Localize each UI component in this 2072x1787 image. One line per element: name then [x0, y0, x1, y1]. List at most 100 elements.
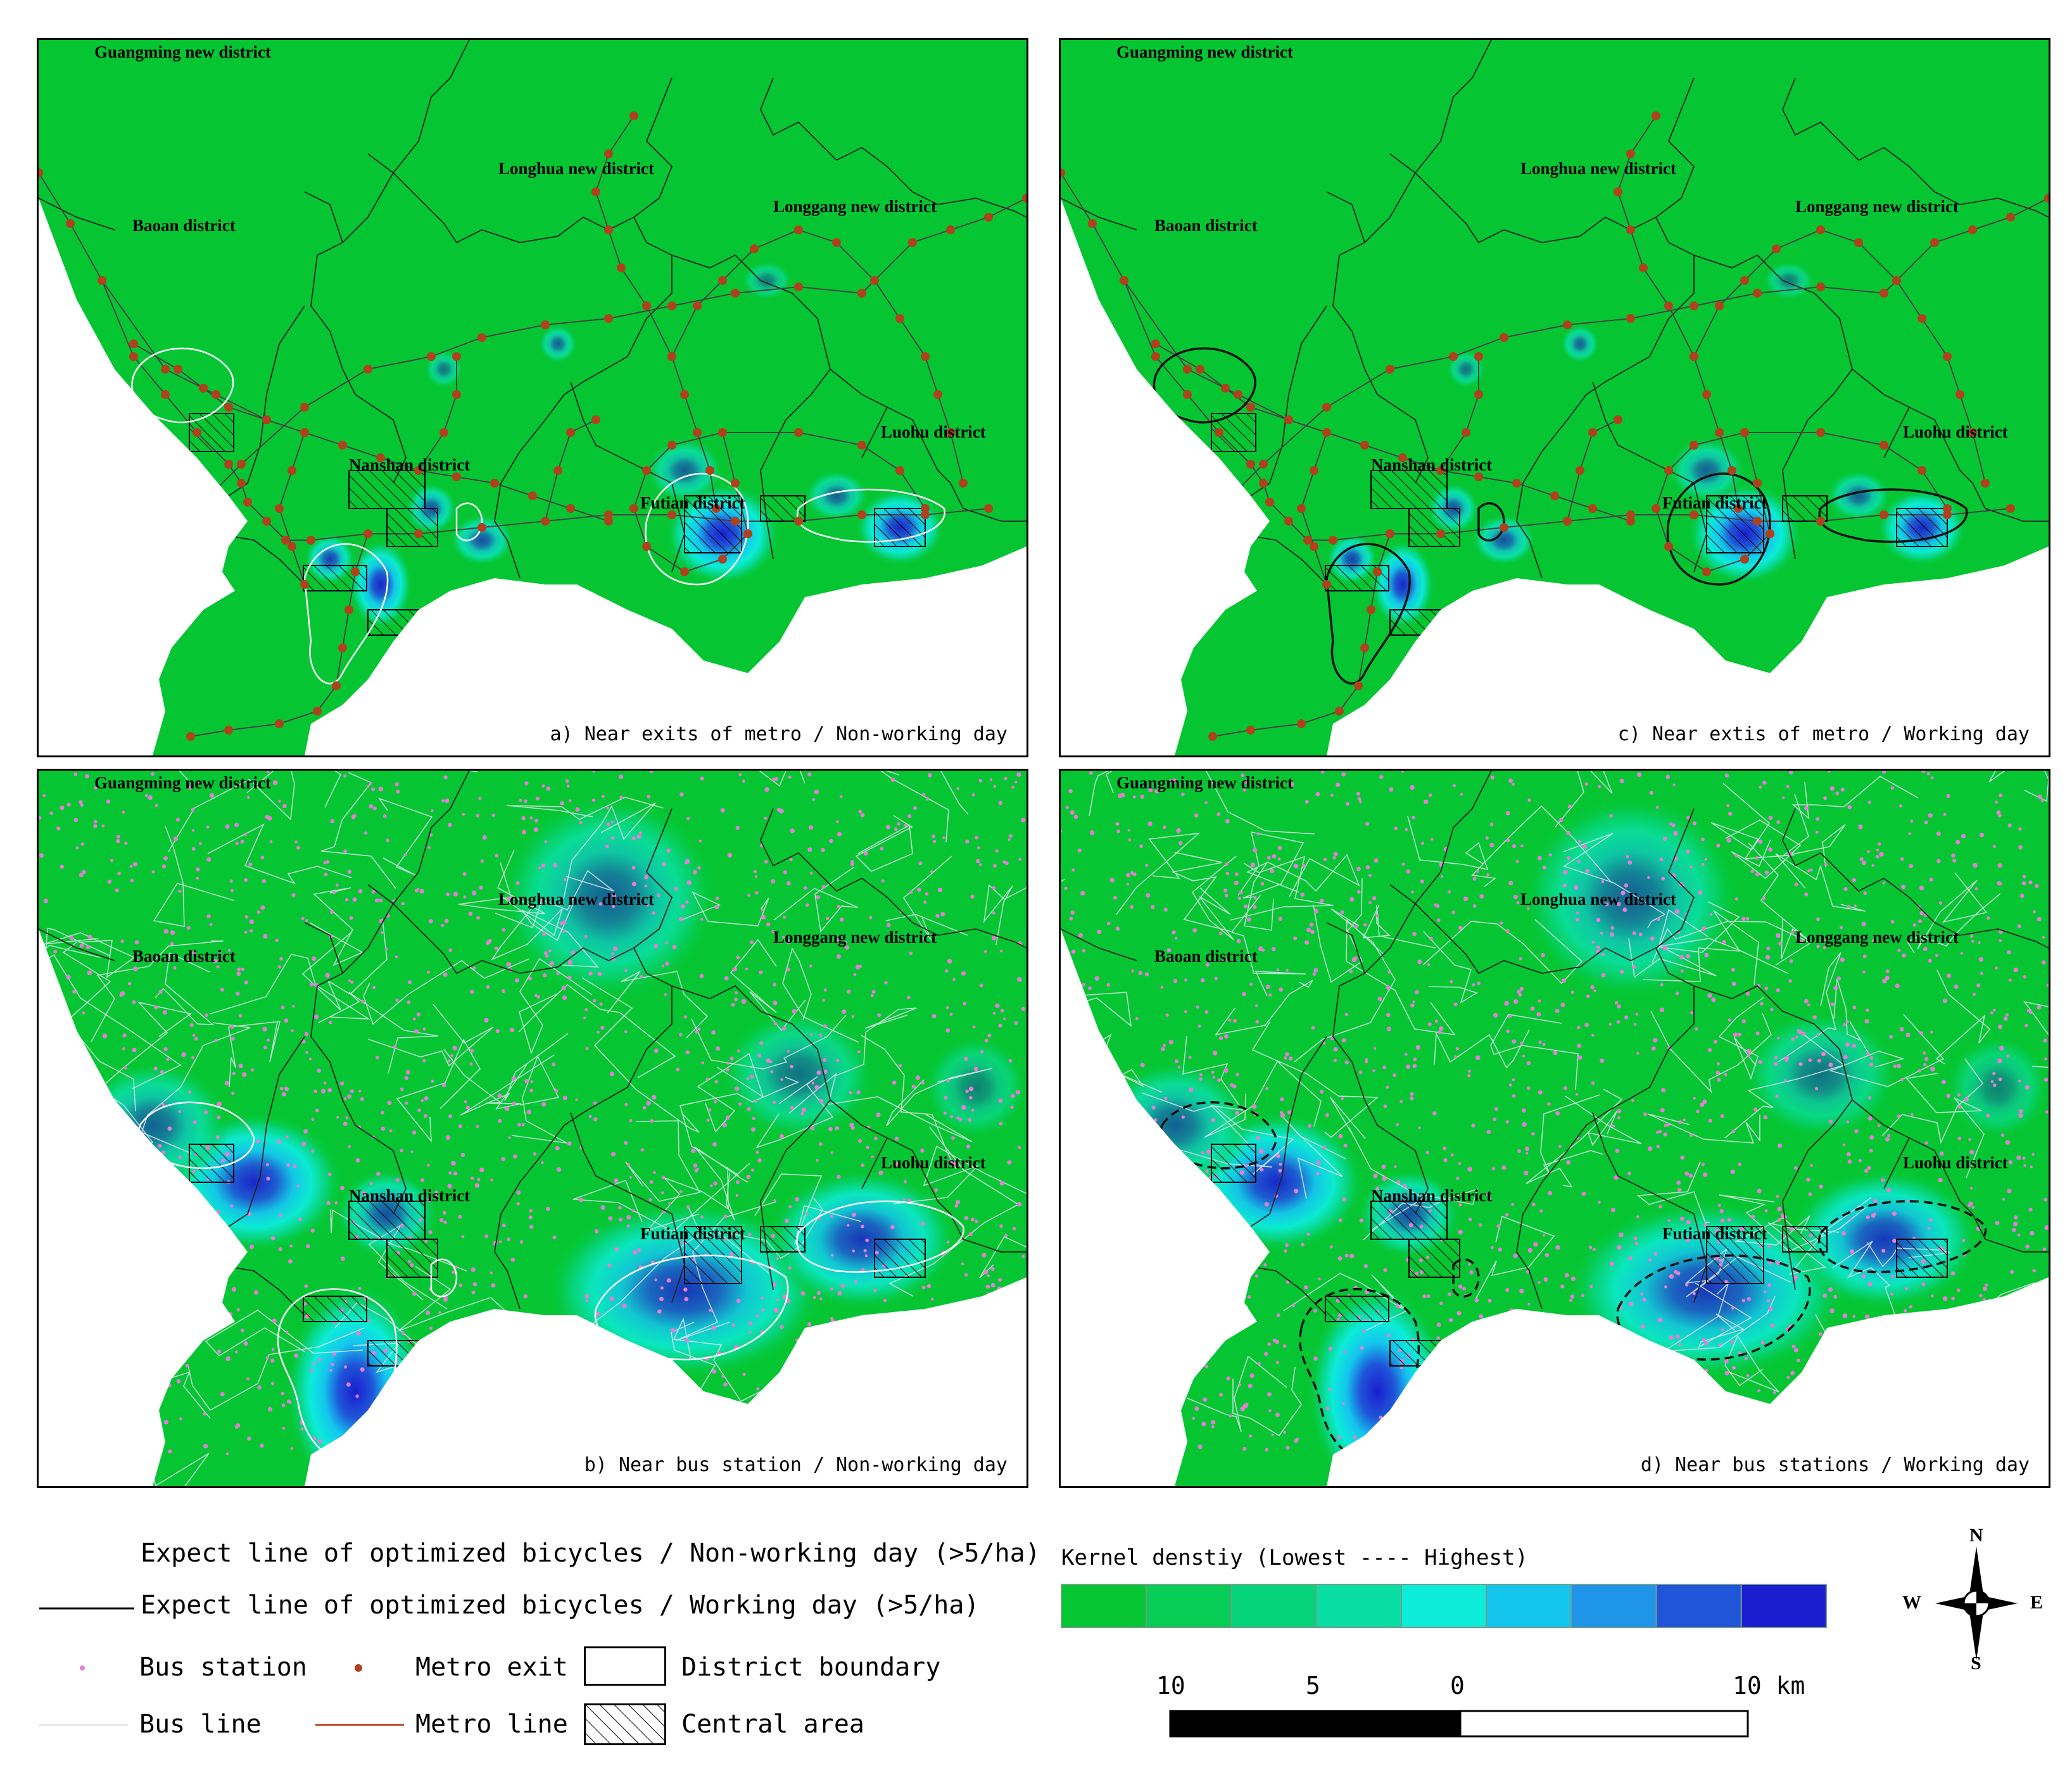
bus-station-dot: [746, 1174, 751, 1179]
sea-west: [1061, 929, 1270, 1486]
district-boundaries-layer: [1061, 40, 2049, 585]
bus-station-dot: [1144, 972, 1149, 976]
metro-exit-dot: [1664, 301, 1673, 310]
bus-station-dot: [945, 1028, 950, 1033]
bus-station-dot: [1995, 800, 1998, 804]
kernel-density-colorbar: [1061, 1584, 1828, 1628]
bus-station-dot: [1632, 931, 1636, 935]
bus-station-dot: [1304, 940, 1310, 945]
bus-station-dot: [1443, 1158, 1448, 1163]
bus-station-dot: [1530, 1006, 1535, 1011]
metro-exit-dot: [566, 504, 575, 513]
bus-station-dot: [1709, 912, 1713, 916]
bus-station-dot: [1338, 1133, 1343, 1139]
bus-station-dot: [636, 1248, 641, 1253]
bus-station-dot: [1322, 1146, 1327, 1150]
bus-station-dot: [275, 938, 279, 942]
bus-station-dot: [1721, 1328, 1724, 1332]
bus-station-dot: [446, 892, 450, 897]
density-hotspot: [539, 325, 577, 363]
bus-station-dot: [624, 1102, 628, 1106]
bus-station-dot: [1745, 917, 1750, 921]
bus-station-dot: [329, 909, 334, 914]
bus-station-dot: [529, 1209, 533, 1213]
bus-station-dot: [755, 1314, 759, 1318]
bus-station-dot: [524, 1078, 529, 1083]
bus-station-dot: [1238, 1383, 1242, 1387]
bus-station-dot: [1649, 790, 1654, 795]
bus-station-dot: [807, 847, 812, 852]
bus-station-dot: [664, 993, 667, 996]
bus-station-dot: [970, 894, 975, 899]
bus-station-dot: [842, 1009, 847, 1014]
bus-station-dot: [1447, 890, 1451, 894]
bus-station-dot: [1235, 872, 1239, 876]
bus-station-dot: [593, 1117, 598, 1121]
bus-line: [168, 771, 295, 852]
expect-lines-layer: [131, 347, 945, 685]
bus-station-dot: [571, 950, 576, 955]
bus-station-dot: [1900, 857, 1904, 861]
bus-station-dot: [1242, 1446, 1247, 1451]
bus-station-dot: [909, 890, 913, 894]
metro-exit-dot: [1246, 726, 1255, 735]
bus-station-dot: [1766, 955, 1771, 960]
bus-station-dot: [501, 1157, 505, 1161]
bus-station-dot: [686, 880, 692, 885]
bus-line: [1251, 1021, 1379, 1139]
bus-station-dot: [1700, 1102, 1705, 1108]
metro-exit-dot: [857, 441, 866, 450]
bus-station-dot: [1685, 1283, 1689, 1287]
bus-station-dot: [1488, 1298, 1492, 1303]
bus-station-dot: [563, 878, 567, 881]
bus-station-dot: [1151, 1105, 1156, 1110]
bus-line: [511, 1055, 567, 1144]
district-boundary-swatch: [584, 1646, 666, 1686]
metro-exit-dot: [1664, 542, 1673, 551]
bus-station-dot: [464, 1100, 467, 1104]
bus-station-dot: [1356, 890, 1361, 894]
bus-station-dot: [1360, 1346, 1364, 1350]
bus-station-dot: [1472, 983, 1475, 987]
bus-station-dot: [1135, 1017, 1139, 1021]
bus-station-dot: [773, 1282, 777, 1287]
bus-station-dot: [1923, 1051, 1926, 1055]
bus-station-dot: [1726, 838, 1731, 843]
metro-exit-dot: [477, 333, 486, 342]
bus-station-dot: [1590, 985, 1595, 990]
bus-station-dot: [1887, 1133, 1891, 1137]
metro-exit-dot: [332, 681, 341, 690]
bus-station-dot: [1622, 907, 1627, 912]
bus-station-dot: [680, 904, 685, 909]
bus-station-dot: [942, 836, 945, 840]
bus-station-dot: [714, 1100, 717, 1104]
bus-station-dot: [1816, 917, 1820, 921]
bus-station-dot: [1225, 958, 1229, 962]
bus-station-dot: [1014, 1021, 1018, 1025]
bus-station-dot: [786, 968, 790, 971]
bus-station-dot: [1904, 1309, 1907, 1313]
bus-station-dot: [1972, 992, 1976, 996]
bus-station-dot: [66, 802, 71, 807]
bus-station-dot: [158, 1144, 162, 1148]
bus-station-dot: [1680, 1155, 1685, 1160]
central-area: [1325, 1296, 1389, 1322]
bus-station-dot: [1864, 1168, 1869, 1173]
bus-station-dot: [1233, 1019, 1237, 1023]
bus-station-dot: [755, 891, 759, 895]
bus-station-dot: [502, 989, 505, 993]
bus-station-dot: [1339, 1218, 1342, 1222]
bus-station-dot: [781, 935, 785, 939]
bus-station-dot: [1422, 1294, 1427, 1299]
bus-station-dot: [1865, 1314, 1869, 1319]
bus-station-dot: [93, 824, 98, 828]
bus-station-dot: [178, 1155, 182, 1159]
bus-station-dot: [1479, 1314, 1484, 1319]
bus-station-dot: [129, 864, 133, 868]
bus-station-dot: [644, 884, 648, 888]
bus-station-dot: [624, 1140, 628, 1145]
bus-station-dot: [2028, 880, 2033, 885]
bus-station-dot: [1841, 1231, 1846, 1236]
bus-station-dot: [1897, 1115, 1901, 1118]
bus-station-dot: [1312, 972, 1317, 976]
